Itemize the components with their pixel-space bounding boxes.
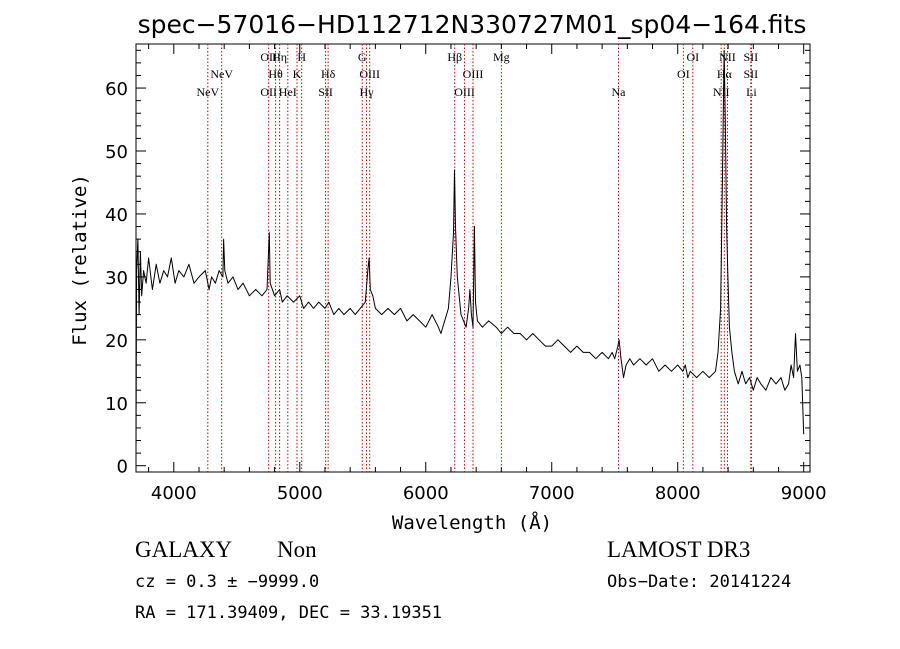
spectral-line-label: NII [719, 50, 736, 64]
spectral-line-label: OIII [454, 85, 475, 99]
y-axis-label: Flux (relative) [69, 174, 91, 346]
spectral-line-label: Mg [493, 50, 510, 64]
spectral-line-label: OI [677, 67, 690, 81]
spectral-line-label: K [293, 67, 302, 81]
chart-title: spec−57016−HD112712N330727M01_sp04−164.f… [138, 10, 807, 39]
spectral-line-label: Hη [272, 50, 287, 64]
spectral-line-label: NeV [210, 67, 233, 81]
spectral-line-label: NeV [196, 85, 219, 99]
redshift-cz: cz = 0.3 ± −9999.0 [135, 572, 320, 592]
spectral-line-label: Li [746, 85, 757, 99]
spectral-line-label: G [358, 50, 367, 64]
spectral-line-label: H [297, 50, 306, 64]
object-class: GALAXY [135, 537, 233, 562]
x-tick-label: 7000 [529, 483, 575, 504]
y-tick-label: 30 [105, 268, 128, 289]
spectrum-series-line [135, 49, 805, 454]
y-tick-label: 40 [105, 205, 128, 226]
survey-name: LAMOST DR3 [607, 537, 751, 562]
x-tick-label: 4000 [151, 483, 197, 504]
object-subclass: Non [277, 537, 317, 562]
spectral-line-label: OIII [359, 67, 380, 81]
y-tick-label: 50 [105, 142, 128, 163]
spectral-line-label: SII [743, 67, 758, 81]
spectral-line-label: Hδ [321, 67, 336, 81]
x-tick-label: 5000 [277, 483, 323, 504]
spectral-line-label: HeI [279, 85, 297, 99]
spectral-line-label: SII [318, 85, 333, 99]
y-tick-label: 20 [105, 331, 128, 352]
spectral-line-label: Hγ [360, 85, 375, 99]
y-tick-label: 60 [105, 79, 128, 100]
spectral-line-label: NII [713, 85, 730, 99]
x-tick-label: 9000 [781, 483, 827, 504]
x-axis-label: Wavelength (Å) [392, 511, 552, 534]
spectral-line-label: SII [743, 50, 758, 64]
spectral-line-label: OI [687, 50, 700, 64]
spectral-line-label: Hβ [447, 50, 462, 64]
spectral-line-label: Hα [717, 67, 733, 81]
y-tick-label: 0 [117, 457, 128, 478]
spectral-line-label: OII [260, 50, 277, 64]
spectral-line-label: OIII [463, 67, 484, 81]
spectral-line-label: Hθ [268, 67, 283, 81]
spectral-line-label: Na [612, 85, 627, 99]
x-tick-label: 6000 [403, 483, 449, 504]
ra-dec: RA = 171.39409, DEC = 33.19351 [135, 603, 443, 623]
spectral-line-label: OII [260, 85, 277, 99]
obs-date: Obs−Date: 20141224 [607, 572, 792, 592]
y-tick-label: 10 [105, 394, 128, 415]
x-tick-label: 8000 [655, 483, 701, 504]
